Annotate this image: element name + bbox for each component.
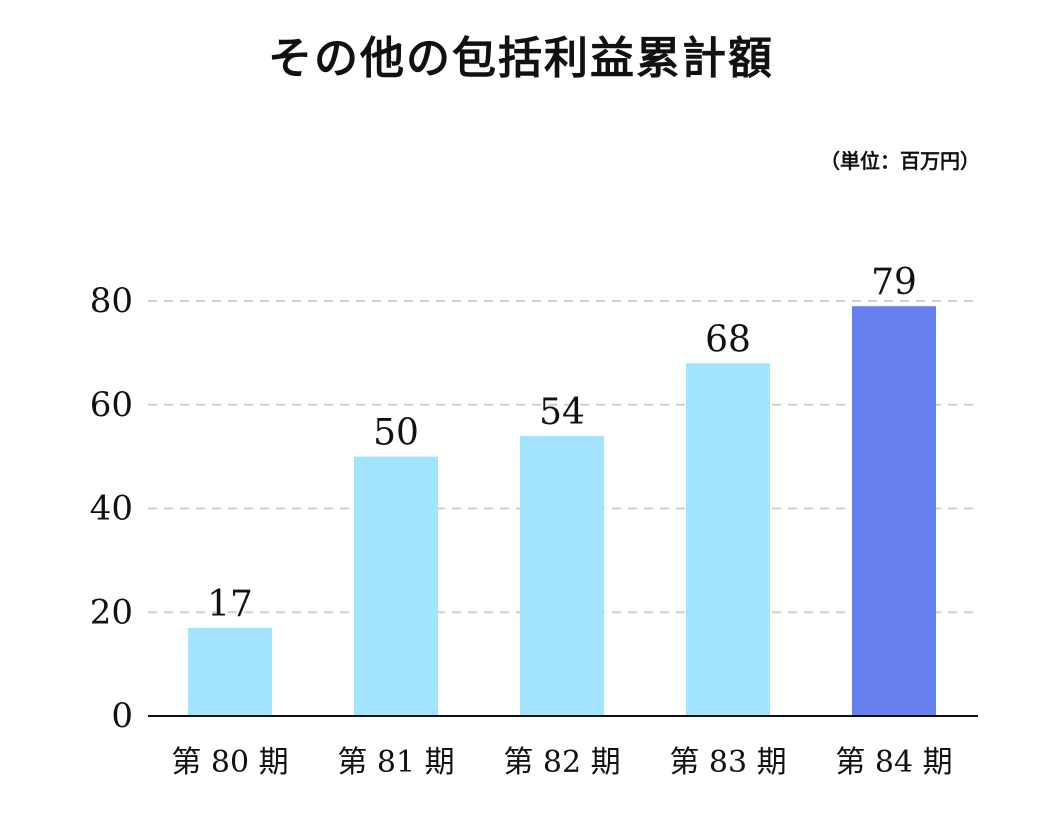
- bar-value-label: 68: [705, 319, 751, 360]
- y-axis-ticks: 0 20 40 60 80: [90, 281, 133, 736]
- x-tick-label: 第 80 期: [171, 745, 288, 780]
- gridlines: [148, 300, 978, 614]
- y-tick-label: 40: [90, 489, 133, 529]
- x-tick-label: 第 84 期: [835, 745, 952, 780]
- y-tick-label: 0: [111, 696, 133, 736]
- bar: [852, 306, 936, 716]
- bar-value-labels: 17 50 54 68 79: [207, 262, 917, 625]
- x-tick-label: 第 81 期: [337, 745, 454, 780]
- bar-value-label: 17: [207, 584, 253, 625]
- y-tick-label: 60: [90, 385, 133, 425]
- x-tick-label: 第 83 期: [669, 745, 786, 780]
- y-tick-label: 80: [90, 281, 133, 321]
- chart-title: その他の包括利益累計額: [268, 33, 774, 84]
- x-tick-label: 第 82 期: [503, 745, 620, 780]
- bar: [354, 456, 438, 716]
- bars: [188, 306, 936, 716]
- bar-value-label: 50: [373, 413, 419, 454]
- bar-value-label: 79: [871, 262, 917, 303]
- bar: [520, 435, 604, 716]
- bar-value-label: 54: [539, 392, 585, 433]
- x-axis-ticks: 第 80 期 第 81 期 第 82 期 第 83 期 第 84 期: [171, 745, 952, 780]
- bar: [686, 363, 770, 716]
- y-tick-label: 20: [90, 592, 133, 632]
- unit-label: （単位：百万円）: [820, 149, 980, 173]
- bar: [188, 627, 272, 716]
